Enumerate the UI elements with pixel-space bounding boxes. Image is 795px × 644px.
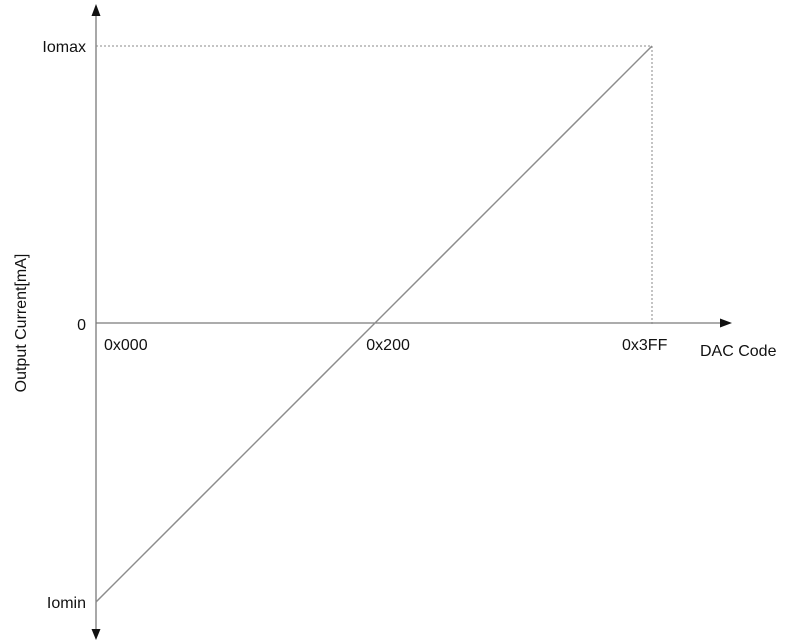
series-line (95, 45, 653, 603)
y-tick-label-iomin: Iomin (47, 595, 86, 612)
y-axis-title: Output Current[mA] (13, 254, 30, 393)
x-tick-label-0x200: 0x200 (366, 337, 410, 354)
y-tick-label-iomax: Iomax (42, 39, 86, 56)
y-axis-arrow-bottom (91, 629, 101, 640)
x-tick-label-0x3ff: 0x3FF (622, 337, 668, 354)
x-tick-label-0x000: 0x000 (104, 337, 148, 354)
x-axis-title: DAC Code (700, 343, 777, 360)
y-axis-arrow-top (91, 4, 101, 16)
x-axis-arrow-right (720, 318, 732, 328)
y-tick-label-zero: 0 (77, 317, 86, 334)
